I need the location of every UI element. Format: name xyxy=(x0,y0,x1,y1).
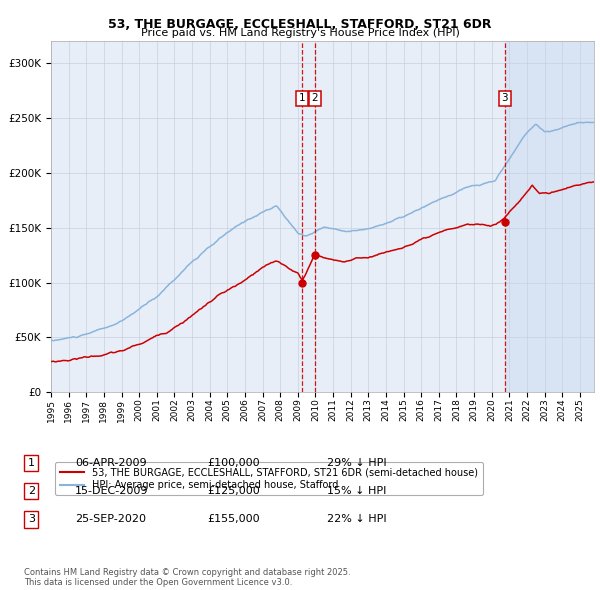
Text: 53, THE BURGAGE, ECCLESHALL, STAFFORD, ST21 6DR: 53, THE BURGAGE, ECCLESHALL, STAFFORD, S… xyxy=(108,18,492,31)
Text: 3: 3 xyxy=(502,93,508,103)
Text: 25-SEP-2020: 25-SEP-2020 xyxy=(75,514,146,524)
Text: 1: 1 xyxy=(299,93,306,103)
Text: £125,000: £125,000 xyxy=(207,486,260,496)
Text: 15-DEC-2009: 15-DEC-2009 xyxy=(75,486,149,496)
Text: 29% ↓ HPI: 29% ↓ HPI xyxy=(327,458,386,468)
Text: 15% ↓ HPI: 15% ↓ HPI xyxy=(327,486,386,496)
Text: 2: 2 xyxy=(311,93,318,103)
Text: 22% ↓ HPI: 22% ↓ HPI xyxy=(327,514,386,524)
Text: 3: 3 xyxy=(28,514,35,524)
Text: £100,000: £100,000 xyxy=(207,458,260,468)
Text: 2: 2 xyxy=(28,486,35,496)
Text: £155,000: £155,000 xyxy=(207,514,260,524)
Bar xyxy=(505,41,594,392)
Legend: 53, THE BURGAGE, ECCLESHALL, STAFFORD, ST21 6DR (semi-detached house), HPI: Aver: 53, THE BURGAGE, ECCLESHALL, STAFFORD, S… xyxy=(55,462,483,495)
Text: Contains HM Land Registry data © Crown copyright and database right 2025.
This d: Contains HM Land Registry data © Crown c… xyxy=(24,568,350,587)
Text: 06-APR-2009: 06-APR-2009 xyxy=(75,458,146,468)
Text: Price paid vs. HM Land Registry's House Price Index (HPI): Price paid vs. HM Land Registry's House … xyxy=(140,28,460,38)
Text: 1: 1 xyxy=(28,458,35,468)
